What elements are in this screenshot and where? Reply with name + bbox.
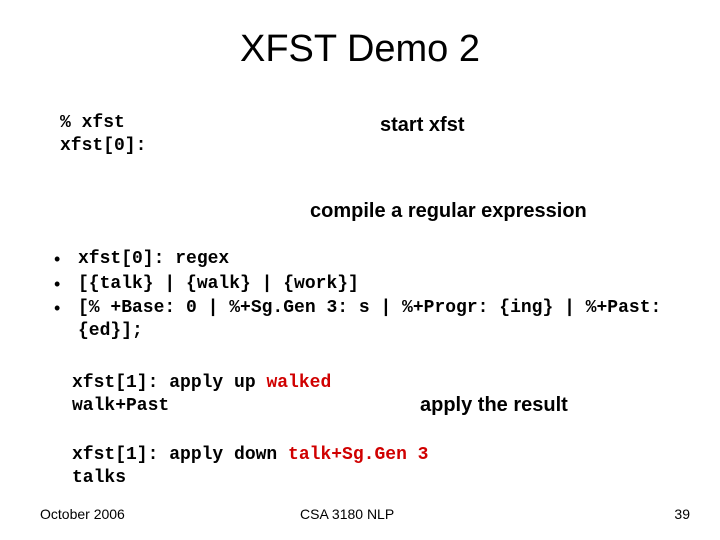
- apply-down-block: xfst[1]: apply down talk+Sg.Gen 3 talks: [72, 444, 428, 489]
- bullet-marker: •: [54, 273, 78, 296]
- code-line: talks: [72, 467, 428, 490]
- code-line: xfst[1]: apply up walked: [72, 372, 331, 395]
- apply-down-pre: xfst[1]: apply down: [72, 445, 288, 465]
- footer-date: October 2006: [40, 506, 125, 522]
- bullet-marker: •: [54, 248, 78, 271]
- code-line: walk+Past: [72, 395, 331, 418]
- footer-course: CSA 3180 NLP: [300, 506, 394, 522]
- start-code-block: % xfst xfst[0]:: [60, 112, 146, 157]
- apply-up-block: xfst[1]: apply up walked walk+Past: [72, 372, 331, 417]
- bullet-text: [{talk} | {walk} | {work}]: [78, 273, 359, 296]
- footer-page-number: 39: [674, 506, 690, 522]
- bullet-item: • xfst[0]: regex: [54, 248, 674, 271]
- code-line: xfst[0]:: [60, 135, 146, 158]
- bullet-text: [% +Base: 0 | %+Sg.Gen 3: s | %+Progr: {…: [78, 297, 674, 342]
- bullet-item: • [{talk} | {walk} | {work}]: [54, 273, 674, 296]
- slide: XFST Demo 2 % xfst xfst[0]: start xfst c…: [0, 0, 720, 540]
- bullet-list: • xfst[0]: regex • [{talk} | {walk} | {w…: [54, 248, 674, 344]
- slide-title: XFST Demo 2: [0, 28, 720, 71]
- apply-up-pre: xfst[1]: apply up: [72, 373, 266, 393]
- bullet-marker: •: [54, 297, 78, 320]
- apply-down-arg: talk+Sg.Gen 3: [288, 445, 428, 465]
- label-apply-result: apply the result: [420, 394, 568, 417]
- label-start-xfst: start xfst: [380, 114, 464, 137]
- bullet-item: • [% +Base: 0 | %+Sg.Gen 3: s | %+Progr:…: [54, 297, 674, 342]
- code-line: % xfst: [60, 112, 146, 135]
- label-compile: compile a regular expression: [310, 200, 587, 223]
- code-line: xfst[1]: apply down talk+Sg.Gen 3: [72, 444, 428, 467]
- apply-up-arg: walked: [266, 373, 331, 393]
- bullet-text: xfst[0]: regex: [78, 248, 229, 271]
